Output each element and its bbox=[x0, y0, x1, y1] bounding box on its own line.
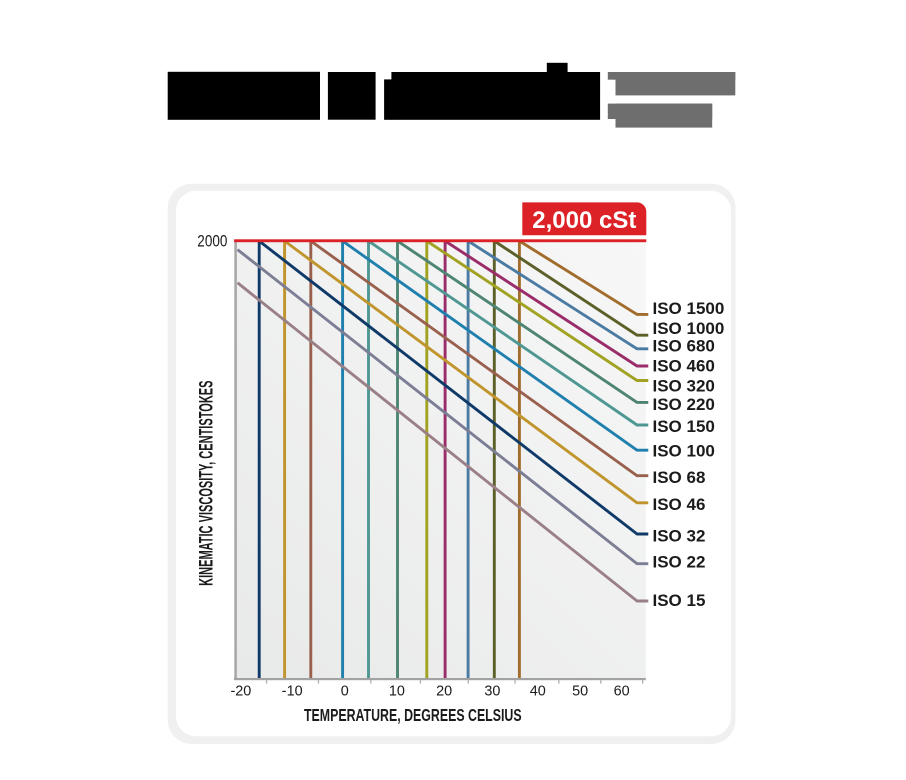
svg-text:50: 50 bbox=[572, 683, 588, 699]
svg-text:ISO 15: ISO 15 bbox=[653, 591, 706, 610]
svg-text:KINEMATIC VISCOSITY, CENTISTOK: KINEMATIC VISCOSITY, CENTISTOKES bbox=[196, 381, 217, 586]
svg-text:ISO 220: ISO 220 bbox=[653, 395, 715, 414]
svg-text:ISO 680: ISO 680 bbox=[653, 337, 715, 356]
svg-text:ISO 460: ISO 460 bbox=[653, 357, 715, 376]
svg-text:ISO 1500: ISO 1500 bbox=[653, 299, 725, 318]
svg-text:ISO 1000: ISO 1000 bbox=[653, 319, 725, 338]
svg-text:10: 10 bbox=[389, 683, 405, 699]
svg-text:ISO 100: ISO 100 bbox=[653, 442, 715, 461]
svg-text:ISO 32: ISO 32 bbox=[653, 526, 706, 545]
svg-text:60: 60 bbox=[614, 683, 630, 699]
svg-text:TEMPERATURE, DEGREES CELSIUS: TEMPERATURE, DEGREES CELSIUS bbox=[304, 706, 522, 726]
svg-text:ISO 68: ISO 68 bbox=[653, 468, 706, 487]
svg-text:20: 20 bbox=[436, 683, 452, 699]
svg-text:30: 30 bbox=[484, 683, 500, 699]
svg-text:-10: -10 bbox=[282, 683, 303, 699]
svg-text:ISO 150: ISO 150 bbox=[653, 417, 715, 436]
svg-text:0: 0 bbox=[341, 683, 349, 699]
svg-text:ISO 22: ISO 22 bbox=[653, 553, 706, 572]
svg-text:ISO 46: ISO 46 bbox=[653, 495, 706, 514]
svg-text:2,000 cSt: 2,000 cSt bbox=[532, 207, 636, 234]
svg-text:ISO 320: ISO 320 bbox=[653, 377, 715, 396]
svg-text:2000: 2000 bbox=[197, 232, 227, 251]
svg-text:40: 40 bbox=[530, 683, 546, 699]
svg-text:-20: -20 bbox=[230, 683, 251, 699]
